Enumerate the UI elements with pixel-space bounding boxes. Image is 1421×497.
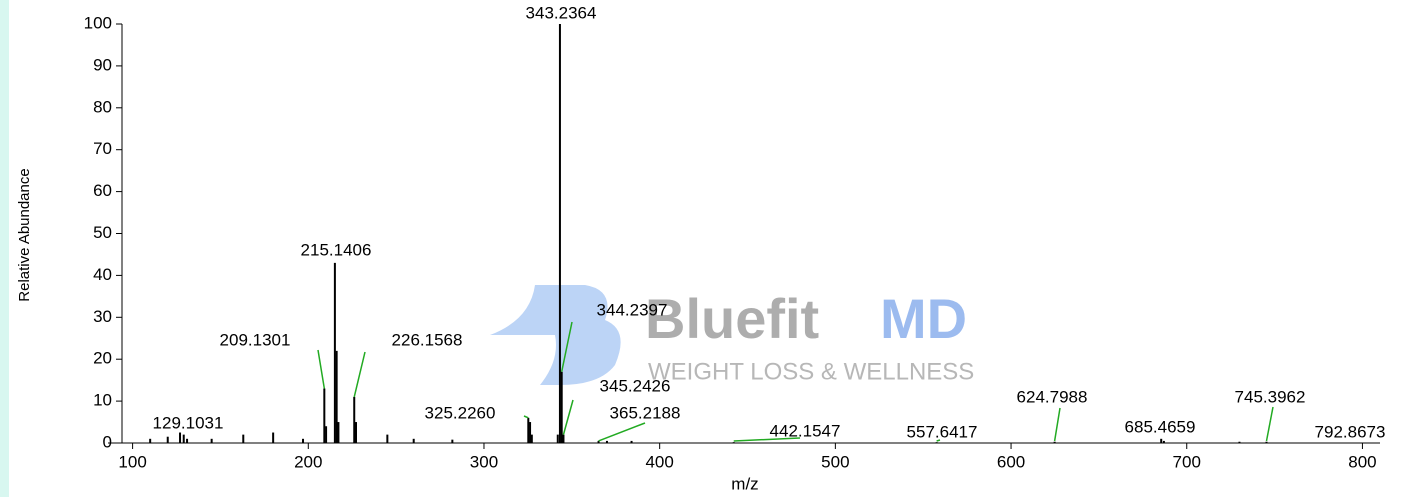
side-strip bbox=[0, 0, 9, 497]
watermark-brand: Bluefit bbox=[645, 287, 819, 350]
watermark-tagline: WEIGHT LOSS & WELLNESS bbox=[648, 358, 974, 385]
peak-label: 215.1406 bbox=[301, 240, 372, 259]
peak-label: 685.4659 bbox=[1125, 417, 1196, 436]
peak-label: 557.6417 bbox=[907, 422, 978, 441]
x-tick-label: 200 bbox=[294, 452, 322, 471]
x-tick-label: 400 bbox=[645, 452, 673, 471]
y-tick-label: 10 bbox=[93, 391, 112, 410]
y-tick-label: 0 bbox=[103, 432, 112, 451]
x-axis-title: m/z bbox=[731, 474, 758, 493]
watermark: Bluefit MD WEIGHT LOSS & WELLNESS bbox=[490, 285, 974, 385]
peak-label: 129.1031 bbox=[153, 413, 224, 432]
label-leader bbox=[353, 351, 366, 398]
watermark-brand-md: MD bbox=[880, 287, 967, 350]
peak-label: 442.1547 bbox=[770, 421, 841, 440]
y-tick-label: 60 bbox=[93, 181, 112, 200]
label-leader bbox=[733, 437, 801, 442]
y-tick-label: 90 bbox=[93, 55, 112, 74]
y-tick-label: 100 bbox=[84, 13, 112, 32]
label-leader bbox=[562, 399, 574, 435]
x-tick-label: 500 bbox=[821, 452, 849, 471]
y-tick-label: 30 bbox=[93, 307, 112, 326]
y-tick-label: 70 bbox=[93, 139, 112, 158]
y-tick-label: 20 bbox=[93, 349, 112, 368]
label-leader bbox=[523, 415, 529, 419]
y-tick-label: 50 bbox=[93, 223, 112, 242]
x-tick-label: 800 bbox=[1348, 452, 1376, 471]
label-leader bbox=[1053, 407, 1061, 442]
label-leader bbox=[1265, 406, 1274, 442]
peak-label: 226.1568 bbox=[392, 330, 463, 349]
peak-label: 745.3962 bbox=[1235, 387, 1306, 406]
y-tick-label: 80 bbox=[93, 97, 112, 116]
y-tick-label: 40 bbox=[93, 265, 112, 284]
peak-label: 343.2364 bbox=[526, 3, 597, 22]
label-leader bbox=[317, 349, 326, 389]
peak-label: 209.1301 bbox=[220, 330, 291, 349]
peak-label: 365.2188 bbox=[610, 403, 681, 422]
y-axis-title: Relative Abundance bbox=[16, 168, 33, 301]
watermark-logo bbox=[490, 285, 621, 385]
x-tick-label: 100 bbox=[118, 452, 146, 471]
peak-label: 325.2260 bbox=[425, 403, 496, 422]
label-leader bbox=[560, 321, 573, 372]
label-leader bbox=[598, 422, 646, 442]
peak-label: 345.2426 bbox=[600, 376, 671, 395]
peak-label: 344.2397 bbox=[597, 300, 668, 319]
label-leader bbox=[936, 439, 941, 442]
x-tick-label: 700 bbox=[1173, 452, 1201, 471]
peak-label: 624.7988 bbox=[1017, 387, 1088, 406]
x-tick-label: 300 bbox=[470, 452, 498, 471]
peak-label: 792.8673 bbox=[1315, 422, 1386, 441]
x-tick-label: 600 bbox=[997, 452, 1025, 471]
